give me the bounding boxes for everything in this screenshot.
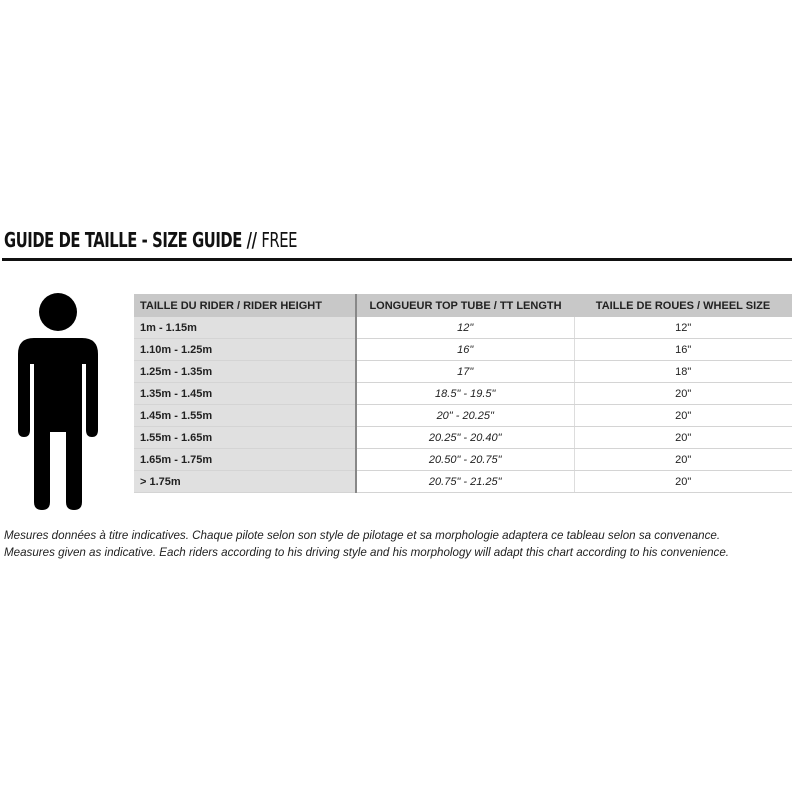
- table-row: 1.65m - 1.75m 20.50" - 20.75" 20": [134, 448, 792, 471]
- person-silhouette-icon: [18, 293, 98, 510]
- rider-height-cell: 1m - 1.15m: [134, 317, 357, 339]
- wheel-size-cell: 20": [574, 382, 792, 405]
- note-english: Measures given as indicative. Each rider…: [4, 546, 729, 559]
- header-rider-height: TAILLE DU RIDER / RIDER HEIGHT: [134, 294, 357, 317]
- wheel-size-cell: 12": [574, 317, 792, 339]
- table-row: 1m - 1.15m 12" 12": [134, 317, 792, 339]
- table-row: 1.35m - 1.45m 18.5" - 19.5" 20": [134, 382, 792, 405]
- wheel-size-cell: 18": [574, 360, 792, 383]
- tt-length-cell: 16": [356, 338, 575, 361]
- rider-height-cell: 1.45m - 1.55m: [134, 404, 357, 427]
- wheel-size-cell: 20": [574, 470, 792, 493]
- tt-length-cell: 20.25" - 20.40": [356, 426, 575, 449]
- title-bold: GUIDE DE TAILLE - SIZE GUIDE //: [4, 228, 257, 252]
- title-model: FREE: [261, 228, 298, 252]
- size-table: TAILLE DU RIDER / RIDER HEIGHT LONGUEUR …: [134, 294, 792, 493]
- tt-length-cell: 20.75" - 21.25": [356, 470, 575, 493]
- table-row: 1.45m - 1.55m 20" - 20.25" 20": [134, 404, 792, 427]
- rider-height-cell: 1.65m - 1.75m: [134, 448, 357, 471]
- rider-height-cell: 1.35m - 1.45m: [134, 382, 357, 405]
- page-title: GUIDE DE TAILLE - SIZE GUIDE // FREE: [4, 228, 298, 252]
- rider-height-cell: 1.10m - 1.25m: [134, 338, 357, 361]
- wheel-size-cell: 20": [574, 404, 792, 427]
- rider-height-cell: 1.25m - 1.35m: [134, 360, 357, 383]
- tt-length-cell: 20" - 20.25": [356, 404, 575, 427]
- wheel-size-cell: 20": [574, 448, 792, 471]
- table-header-row: TAILLE DU RIDER / RIDER HEIGHT LONGUEUR …: [134, 294, 792, 317]
- wheel-size-cell: 16": [574, 338, 792, 361]
- tt-length-cell: 18.5" - 19.5": [356, 382, 575, 405]
- header-wheel-size: TAILLE DE ROUES / WHEEL SIZE: [574, 294, 792, 317]
- tt-length-cell: 17": [356, 360, 575, 383]
- tt-length-cell: 12": [356, 317, 575, 339]
- table-row: 1.55m - 1.65m 20.25" - 20.40" 20": [134, 426, 792, 449]
- tt-length-cell: 20.50" - 20.75": [356, 448, 575, 471]
- title-divider: [2, 258, 792, 261]
- table-row: 1.25m - 1.35m 17" 18": [134, 360, 792, 383]
- table-row: > 1.75m 20.75" - 21.25" 20": [134, 470, 792, 493]
- wheel-size-cell: 20": [574, 426, 792, 449]
- table-row: 1.10m - 1.25m 16" 16": [134, 338, 792, 361]
- rider-height-cell: 1.55m - 1.65m: [134, 426, 357, 449]
- header-tt-length: LONGUEUR TOP TUBE / TT LENGTH: [356, 294, 574, 317]
- rider-height-cell: > 1.75m: [134, 470, 357, 493]
- note-french: Mesures données à titre indicatives. Cha…: [4, 529, 721, 542]
